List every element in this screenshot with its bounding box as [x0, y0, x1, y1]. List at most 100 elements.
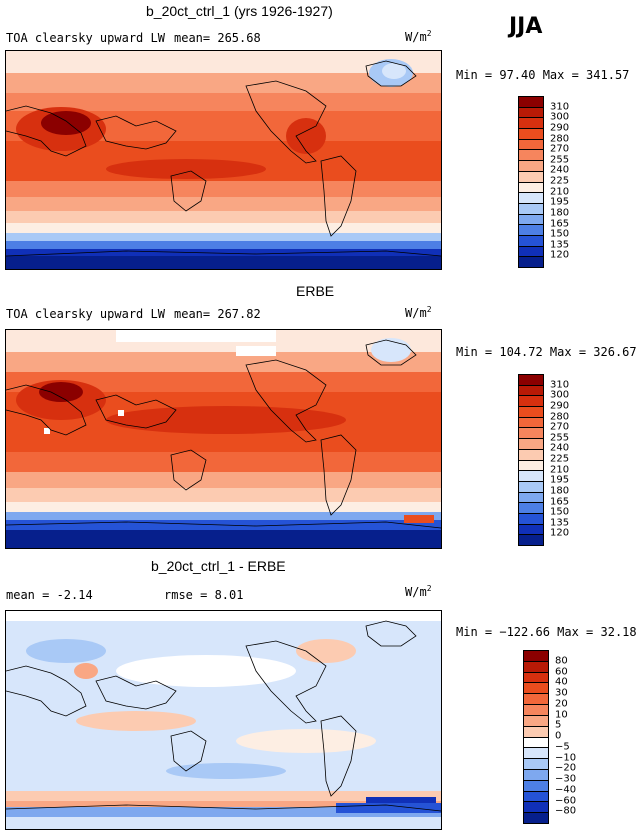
colorbar-swatch — [524, 769, 548, 781]
colorbar-tick-label: −60 — [555, 795, 577, 806]
colorbar-swatch — [524, 780, 548, 792]
colorbar-tick-label: 165 — [550, 496, 570, 507]
colorbar-tick-label: 165 — [550, 218, 570, 229]
colorbar-swatch — [524, 715, 548, 727]
colorbar-tick-label: 255 — [550, 154, 570, 166]
panel3-mean: mean = -2.14 — [6, 588, 93, 602]
colorbar-tick-label: 0 — [555, 730, 562, 742]
colorbar-tick-label: 210 — [550, 464, 570, 476]
colorbar-tick-label: 300 — [550, 111, 570, 123]
colorbar-tick-label: 20 — [555, 698, 568, 710]
colorbar-swatch — [519, 246, 543, 258]
colorbar-tick-label: 180 — [550, 485, 570, 497]
colorbar-tick-label: 135 — [550, 239, 570, 251]
colorbar-tick-label: 270 — [550, 143, 570, 155]
colorbar-swatch — [524, 737, 548, 749]
colorbar-swatch — [519, 118, 543, 130]
colorbar-swatch — [524, 791, 548, 803]
colorbar-swatch — [524, 661, 548, 673]
colorbar-swatch — [519, 257, 543, 267]
panel2-colorbar — [518, 374, 544, 546]
colorbar-tick-label: 310 — [550, 379, 570, 391]
colorbar-tick-label: 150 — [550, 506, 570, 518]
panel1-variable-label: TOA clearsky upward LW — [6, 31, 165, 45]
colorbar-tick-label: 240 — [550, 442, 570, 454]
colorbar-swatch — [519, 492, 543, 504]
season-label: JJA — [509, 14, 543, 39]
colorbar-swatch — [519, 214, 543, 226]
colorbar-swatch — [519, 449, 543, 461]
colorbar-swatch — [519, 407, 543, 418]
colorbar-swatch — [524, 813, 548, 823]
panel2-mean: mean= 267.82 — [174, 307, 261, 321]
colorbar-tick-label: 255 — [550, 432, 570, 444]
panel3-rmse: rmse = 8.01 — [164, 588, 244, 602]
colorbar-tick-label: 5 — [555, 719, 562, 731]
colorbar-swatch — [519, 107, 543, 119]
colorbar-tick-label: 290 — [550, 122, 570, 134]
panel3-map — [5, 610, 442, 830]
colorbar-swatch — [519, 203, 543, 215]
colorbar-swatch — [524, 683, 548, 695]
colorbar-tick-label: 60 — [555, 666, 568, 677]
colorbar-tick-label: 150 — [550, 228, 570, 240]
panel1-map — [5, 50, 442, 270]
colorbar-swatch — [524, 705, 548, 716]
colorbar-tick-label: 120 — [550, 249, 570, 261]
panel2-minmax: Min = 104.72 Max = 326.67 — [456, 345, 637, 359]
colorbar-swatch — [519, 375, 543, 386]
panel1-units: W/m2 — [405, 29, 432, 44]
colorbar-swatch — [519, 535, 543, 545]
panel2-map — [5, 329, 442, 549]
colorbar-tick-label: 240 — [550, 164, 570, 176]
panel1-minmax: Min = 97.40 Max = 341.57 — [456, 68, 630, 82]
colorbar-tick-label: 280 — [550, 133, 570, 144]
colorbar-swatch — [519, 481, 543, 493]
colorbar-tick-label: 210 — [550, 186, 570, 198]
colorbar-tick-label: 225 — [550, 453, 570, 465]
colorbar-swatch — [519, 171, 543, 183]
panel1-colorbar — [518, 96, 544, 268]
panel3-units: W/m2 — [405, 584, 432, 599]
panel3-colorbar-ticks: 80 60 40 30 20 10 5 0 −5 −10 −20 −30 −40 −60 −80 — [555, 650, 595, 822]
colorbar-tick-label: 195 — [550, 196, 570, 208]
panel3-title: b_20ct_ctrl_1 - ERBE — [151, 558, 286, 574]
panel3-colorbar — [523, 650, 549, 824]
colorbar-swatch — [519, 503, 543, 514]
colorbar-tick-label: −30 — [555, 773, 577, 785]
panel1-title: b_20ct_ctrl_1 (yrs 1926-1927) — [146, 3, 333, 19]
colorbar-tick-label: 270 — [550, 421, 570, 433]
colorbar-tick-label: 180 — [550, 207, 570, 219]
colorbar-tick-label: 135 — [550, 517, 570, 529]
colorbar-swatch — [524, 694, 548, 706]
colorbar-swatch — [519, 471, 543, 482]
colorbar-swatch — [519, 396, 543, 408]
colorbar-swatch — [524, 748, 548, 760]
panel1-colorbar-ticks: 310 300 290 280 270 255 240 225 210 195 180 165 150 1… — [550, 96, 590, 266]
colorbar-tick-label: −10 — [555, 752, 577, 763]
colorbar-tick-label: 40 — [555, 676, 568, 688]
colorbar-swatch — [519, 97, 543, 108]
colorbar-swatch — [519, 428, 543, 440]
colorbar-tick-label: 10 — [555, 709, 568, 720]
colorbar-tick-label: −80 — [555, 805, 577, 817]
colorbar-tick-label: −20 — [555, 762, 577, 774]
panel2-units: W/m2 — [405, 305, 432, 320]
colorbar-swatch — [519, 182, 543, 194]
colorbar-swatch — [519, 385, 543, 397]
panel1-mean: mean= 265.68 — [174, 31, 261, 45]
colorbar-tick-label: 310 — [550, 101, 570, 113]
panel3-minmax: Min = −122.66 Max = 32.18 — [456, 625, 637, 639]
colorbar-tick-label: 225 — [550, 175, 570, 187]
colorbar-swatch — [519, 417, 543, 429]
colorbar-swatch — [524, 672, 548, 684]
colorbar-swatch — [519, 161, 543, 172]
colorbar-swatch — [519, 235, 543, 247]
colorbar-swatch — [519, 524, 543, 536]
colorbar-swatch — [524, 726, 548, 738]
colorbar-tick-label: 120 — [550, 527, 570, 539]
colorbar-tick-label: 300 — [550, 389, 570, 401]
panel2-colorbar-ticks: 310 300 290 280 270 255 240 225 210 195 180 165 150 1… — [550, 374, 590, 544]
colorbar-swatch — [524, 651, 548, 662]
colorbar-swatch — [519, 460, 543, 472]
